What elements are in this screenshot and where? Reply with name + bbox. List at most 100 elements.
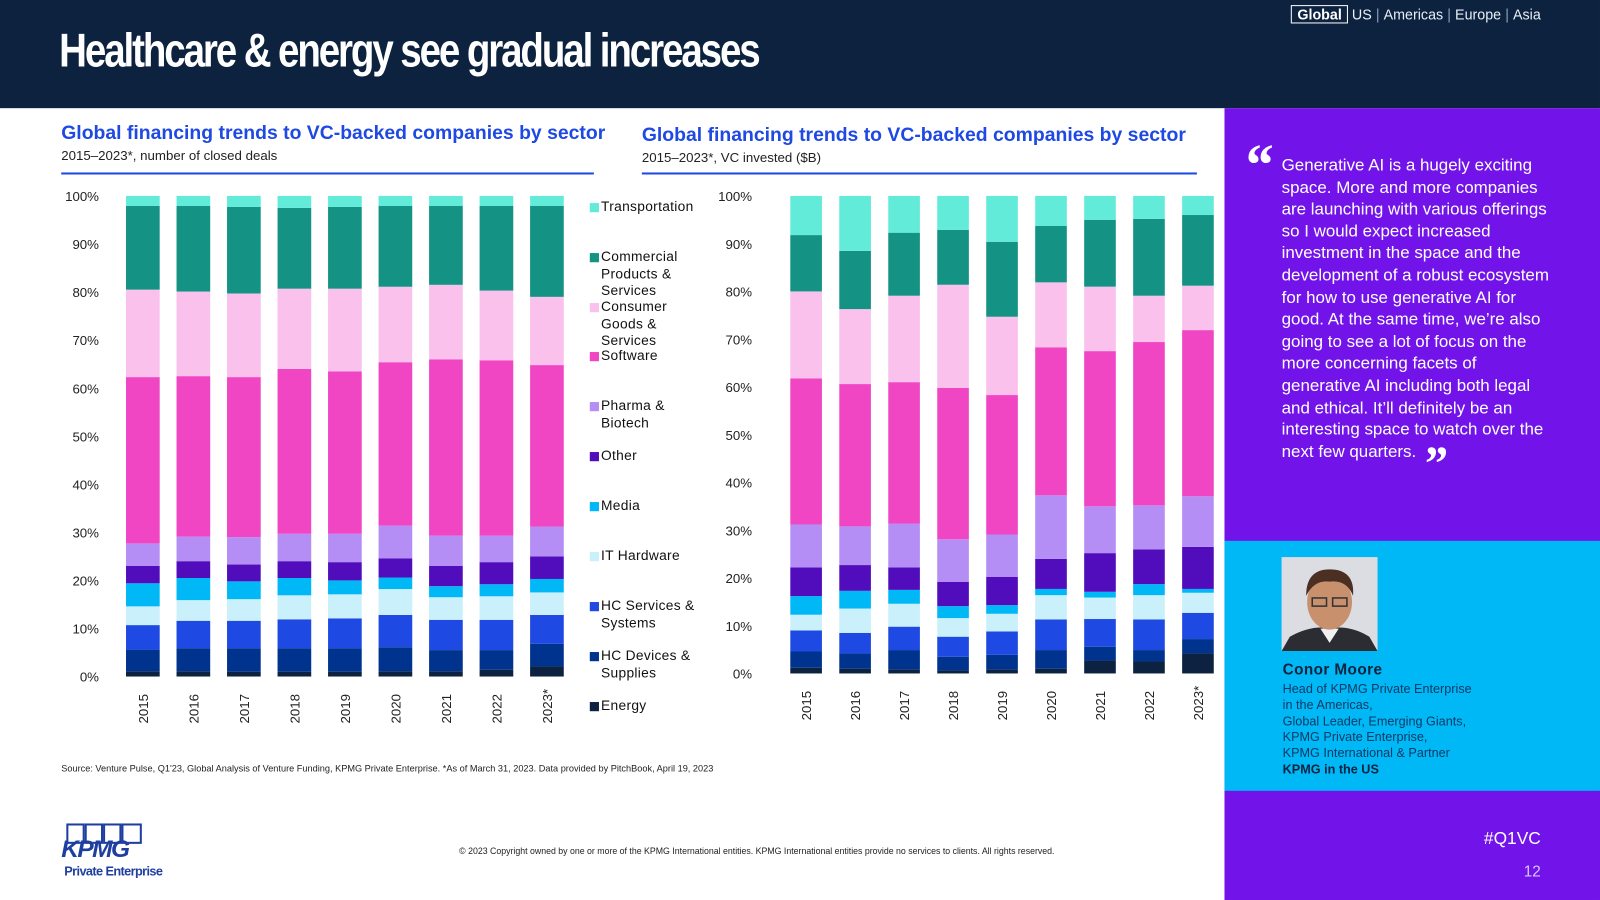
y-tick-label: 70% bbox=[726, 332, 753, 347]
bar-segment-software bbox=[1035, 347, 1067, 496]
bar-segment-transportation bbox=[937, 195, 969, 230]
x-tick-label: 2015 bbox=[136, 694, 151, 723]
bar-segment-consumer-goods-services bbox=[1182, 285, 1214, 331]
legend-item: Commercial Products & Services bbox=[589, 249, 712, 300]
bar-segment-media bbox=[1133, 584, 1165, 596]
bar-segment-energy bbox=[176, 671, 211, 677]
bar-segment-other bbox=[176, 561, 211, 579]
bar-segment-hc-devices-supplies bbox=[176, 648, 211, 672]
bar-segment-software bbox=[126, 377, 160, 544]
divider bbox=[641, 172, 1197, 175]
bar-segment-commercial-products-services bbox=[839, 250, 871, 310]
legend-swatch bbox=[589, 253, 599, 263]
bar-segment-it-hardware bbox=[937, 618, 969, 637]
bar-segment-hc-devices-supplies bbox=[126, 649, 160, 672]
region-link-americas[interactable]: Americas bbox=[1383, 6, 1444, 23]
header-bar bbox=[0, 0, 1600, 109]
bar-segment-hc-services-systems bbox=[479, 619, 514, 651]
y-tick-label: 70% bbox=[72, 333, 99, 348]
bar-segment-transportation bbox=[479, 195, 514, 207]
bar-segment-software bbox=[790, 378, 822, 525]
y-tick-label: 10% bbox=[72, 622, 99, 637]
bar-segment-commercial-products-services bbox=[227, 206, 261, 294]
bar-segment-pharma-biotech bbox=[888, 523, 920, 568]
bar-segment-media bbox=[1182, 588, 1214, 593]
close-quote-icon: ” bbox=[1422, 436, 1447, 491]
person-org: KPMG in the US bbox=[1282, 762, 1379, 777]
page-number: 12 bbox=[1523, 863, 1541, 881]
bar-stack bbox=[1182, 195, 1214, 674]
bar-segment-hc-devices-supplies bbox=[986, 654, 1018, 670]
bar-segment-software bbox=[227, 377, 261, 538]
x-tick-label: 2020 bbox=[389, 694, 404, 723]
x-tick-label: 2021 bbox=[439, 694, 454, 723]
legend-label: IT Hardware bbox=[601, 547, 680, 564]
bar-segment-hc-services-systems bbox=[1035, 619, 1067, 651]
bar-segment-commercial-products-services bbox=[1182, 215, 1214, 286]
bar-segment-media bbox=[378, 577, 413, 590]
bar-segment-energy bbox=[328, 671, 362, 677]
bar-segment-commercial-products-services bbox=[1035, 226, 1067, 283]
bar-segment-pharma-biotech bbox=[429, 535, 463, 566]
legend-swatch bbox=[589, 502, 599, 512]
avatar bbox=[1281, 557, 1378, 652]
bar-segment-energy bbox=[1035, 668, 1067, 674]
region-link-global[interactable]: Global bbox=[1291, 5, 1348, 24]
bar-segment-media bbox=[937, 606, 969, 619]
bar-segment-hc-devices-supplies bbox=[839, 653, 871, 669]
bar-segment-transportation bbox=[227, 195, 261, 207]
bar-segment-energy bbox=[986, 669, 1018, 674]
bar-segment-energy bbox=[429, 671, 463, 677]
bar-segment-consumer-goods-services bbox=[429, 284, 463, 360]
bar-segment-consumer-goods-services bbox=[839, 309, 871, 385]
bar-segment-other bbox=[1035, 558, 1067, 589]
copyright-note: © 2023 Copyright owned by one or more of… bbox=[459, 845, 1055, 857]
bar-segment-pharma-biotech bbox=[937, 539, 969, 582]
bar-segment-other bbox=[429, 565, 463, 587]
bar-segment-pharma-biotech bbox=[986, 534, 1018, 577]
bar-segment-energy bbox=[277, 671, 312, 677]
bar-segment-it-hardware bbox=[1035, 595, 1067, 620]
svg-text:KPMG: KPMG bbox=[61, 836, 130, 863]
x-tick-label: 2018 bbox=[287, 694, 302, 723]
region-link-us[interactable]: US bbox=[1351, 6, 1372, 23]
bar-segment-hc-services-systems bbox=[1182, 612, 1214, 640]
bar-segment-commercial-products-services bbox=[937, 229, 969, 285]
bar-segment-transportation bbox=[790, 195, 822, 236]
legend-swatch bbox=[589, 652, 599, 662]
bar-segment-it-hardware bbox=[378, 589, 413, 616]
bar-segment-software bbox=[429, 359, 463, 536]
bar-segment-hc-devices-supplies bbox=[479, 650, 514, 670]
bar-segment-software bbox=[378, 362, 413, 526]
x-tick-label: 2017 bbox=[237, 694, 252, 723]
bar-segment-energy bbox=[530, 666, 564, 677]
y-tick-label: 40% bbox=[726, 476, 753, 491]
bar-segment-commercial-products-services bbox=[378, 206, 413, 287]
legend-item: Other bbox=[589, 448, 712, 465]
title-line: Head of KPMG Private Enterprise bbox=[1282, 681, 1472, 696]
legend-item: IT Hardware bbox=[589, 547, 712, 565]
bar-segment-it-hardware bbox=[986, 613, 1018, 632]
bar-stack bbox=[839, 195, 871, 674]
y-tick-label: 30% bbox=[72, 525, 99, 540]
region-link-europe[interactable]: Europe bbox=[1455, 6, 1502, 23]
bar-stack bbox=[1133, 195, 1165, 674]
y-tick-label: 90% bbox=[726, 237, 753, 252]
chart-subtitle-deals: 2015–2023*, number of closed deals bbox=[61, 147, 278, 164]
bar-segment-hc-services-systems bbox=[937, 636, 969, 657]
bar-segment-other bbox=[839, 565, 871, 591]
bar-segment-commercial-products-services bbox=[328, 206, 362, 289]
hashtag: #Q1VC bbox=[1483, 828, 1541, 848]
y-tick-label: 100% bbox=[718, 189, 752, 204]
bar-stack bbox=[429, 195, 463, 677]
bar-segment-software bbox=[530, 365, 564, 527]
chart-title-invested: Global financing trends to VC-backed com… bbox=[641, 124, 1186, 146]
bar-segment-other bbox=[1084, 553, 1116, 592]
legend-swatch bbox=[589, 352, 599, 362]
x-tick-label: 2022 bbox=[490, 694, 505, 723]
y-tick-label: 40% bbox=[72, 477, 99, 492]
bar-stack bbox=[328, 195, 362, 677]
quote-body: Generative AI is a hugely exciting space… bbox=[1281, 155, 1549, 461]
region-link-asia[interactable]: Asia bbox=[1513, 6, 1541, 23]
bar-segment-it-hardware bbox=[790, 614, 822, 631]
